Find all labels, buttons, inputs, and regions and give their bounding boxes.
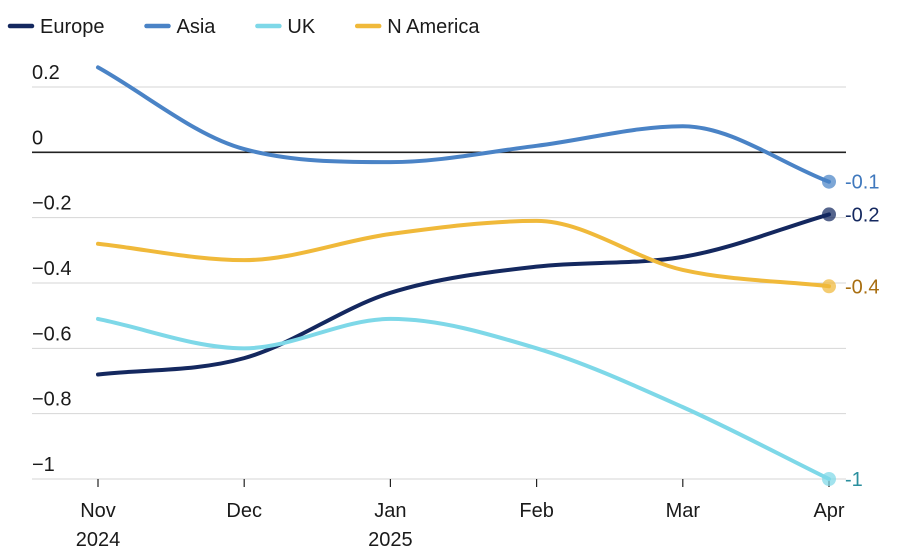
x-tick-label: Nov (80, 500, 116, 522)
legend-label: N America (387, 16, 480, 38)
end-label-asia: -0.1 (845, 172, 879, 194)
y-tick-label: 0 (32, 127, 43, 149)
x-axis: Nov 2024 Dec Jan 2025 Feb Mar Apr (76, 479, 845, 551)
y-tick-label: −0.8 (32, 389, 71, 411)
end-marker-uk (822, 472, 836, 486)
x-tick-label: Feb (519, 500, 553, 522)
series-lines (96, 65, 831, 481)
y-tick-label: −1 (32, 454, 55, 476)
series-line-europe (96, 212, 831, 377)
legend-item-asia: Asia (144, 16, 217, 38)
y-axis: 0.2 0 −0.2 −0.4 −0.6 −0.8 −1 (32, 62, 71, 476)
legend-item-europe: Europe (7, 16, 105, 38)
y-tick-label: −0.2 (32, 193, 71, 215)
end-markers (822, 174, 836, 486)
gridlines (32, 86, 846, 480)
end-marker-asia (822, 174, 836, 189)
y-tick-label: −0.4 (32, 258, 71, 280)
x-tick-label: Dec (226, 500, 262, 522)
series-line-asia (96, 65, 831, 184)
series-line-n-america (96, 218, 831, 289)
end-label-europe: -0.2 (845, 204, 879, 226)
x-tick-year-label: 2025 (368, 529, 413, 551)
legend-label: UK (287, 16, 315, 38)
end-label-uk: -1 (845, 469, 863, 491)
legend-label: Asia (177, 16, 217, 38)
x-tick-label: Jan (374, 500, 406, 522)
legend-item-n-america: N America (354, 16, 480, 38)
y-tick-label: 0.2 (32, 62, 60, 84)
end-label-n-america: -0.4 (845, 276, 879, 298)
end-marker-europe (822, 207, 836, 222)
x-tick-label: Apr (813, 500, 844, 522)
end-marker-n-america (822, 279, 836, 294)
x-tick-label: Mar (666, 500, 701, 522)
legend-label: Europe (40, 16, 105, 38)
y-tick-label: −0.6 (32, 323, 71, 345)
series-line-uk (96, 316, 831, 481)
x-tick-year-label: 2024 (76, 529, 121, 551)
legend: Europe Asia UK N America (7, 16, 480, 38)
legend-item-uk: UK (255, 16, 316, 38)
end-labels: -0.2 -0.1 -1 -0.4 (845, 172, 879, 491)
